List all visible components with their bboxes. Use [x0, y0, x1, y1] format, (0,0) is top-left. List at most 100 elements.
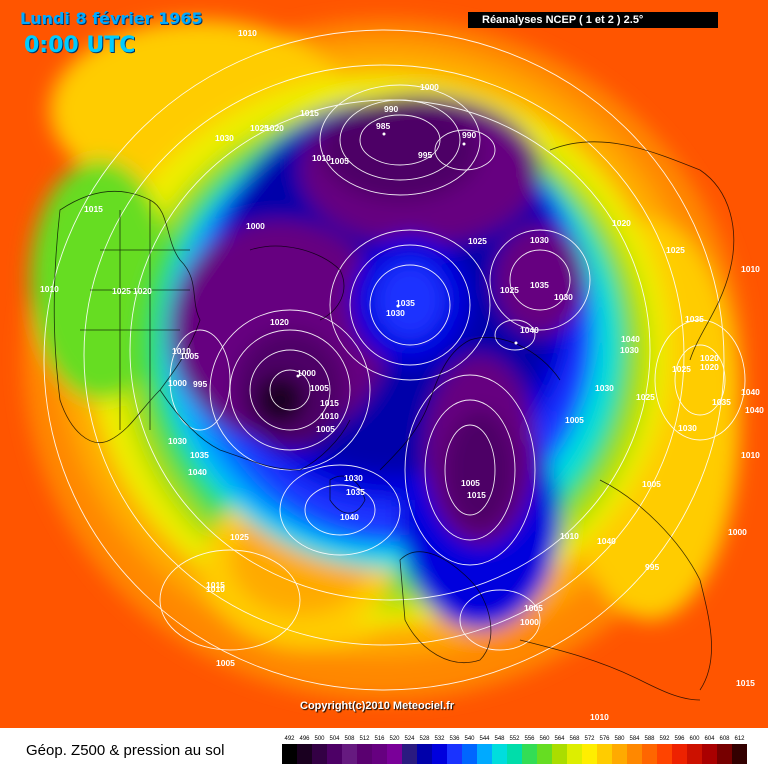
scale-color-swatch — [447, 744, 462, 764]
weather-map: 1010101510301025102099098510009909951015… — [0, 0, 768, 728]
scale-color-swatch — [612, 744, 627, 764]
pressure-label: 1035 — [396, 298, 415, 308]
scale-color-swatch — [312, 744, 327, 764]
pressure-label: 1030 — [215, 133, 234, 143]
pressure-label: 1030 — [344, 473, 363, 483]
pressure-label: 1005 — [180, 351, 199, 361]
pressure-label: 1005 — [216, 658, 235, 668]
scale-value-label: 492 — [284, 736, 295, 742]
pressure-label: 1040 — [745, 405, 764, 415]
scale-value-label: 576 — [599, 736, 610, 742]
scale-value-label: 544 — [479, 736, 490, 742]
pressure-label: 1015 — [320, 398, 339, 408]
pressure-label: 1030 — [168, 436, 187, 446]
pressure-label: 1040 — [621, 334, 640, 344]
pressure-label: 995 — [645, 562, 659, 572]
scale-color-swatch — [567, 744, 582, 764]
pressure-label: 1030 — [678, 423, 697, 433]
data-source-label: Réanalyses NCEP ( 1 et 2 ) 2.5° — [468, 12, 718, 28]
scale-color-swatch — [522, 744, 537, 764]
scale-color-swatch — [537, 744, 552, 764]
pressure-label: 1015 — [467, 490, 486, 500]
pressure-label: 1010 — [172, 346, 191, 356]
pressure-label: 1020 — [133, 286, 152, 296]
scale-value-label: 608 — [719, 736, 730, 742]
scale-color-swatch — [552, 744, 567, 764]
scale-color-swatch — [372, 744, 387, 764]
scale-value-label: 548 — [494, 736, 505, 742]
scale-value-label: 524 — [404, 736, 415, 742]
scale-color-swatch — [672, 744, 687, 764]
scale-value-label: 560 — [539, 736, 550, 742]
scale-value-label: 516 — [374, 736, 385, 742]
scale-value-label: 596 — [674, 736, 685, 742]
scale-color-swatch — [417, 744, 432, 764]
scale-value-label: 612 — [734, 736, 745, 742]
pressure-label: 1035 — [530, 280, 549, 290]
pressure-label: 1025 — [250, 123, 269, 133]
pressure-label: 1000 — [728, 527, 747, 537]
scale-color-swatch — [282, 744, 297, 764]
scale-color-swatch — [327, 744, 342, 764]
pressure-label: 1020 — [612, 218, 631, 228]
scale-color-swatch — [507, 744, 522, 764]
scale-value-label: 580 — [614, 736, 625, 742]
pressure-label: 1000 — [297, 368, 316, 378]
pressure-label: 990 — [462, 130, 476, 140]
scale-value-label: 604 — [704, 736, 715, 742]
scale-color-swatch — [477, 744, 492, 764]
scale-value-label: 588 — [644, 736, 655, 742]
scale-color-swatch — [687, 744, 702, 764]
pressure-label: 1030 — [386, 308, 405, 318]
pressure-label: 1040 — [741, 387, 760, 397]
copyright-label: Copyright(c)2010 Meteociel.fr — [300, 700, 455, 712]
scale-value-label: 504 — [329, 736, 340, 742]
pressure-label: 1025 — [672, 364, 691, 374]
scale-color-swatch — [657, 744, 672, 764]
pressure-label: 1025 — [230, 532, 249, 542]
scale-value-label: 500 — [314, 736, 325, 742]
scale-value-label: 508 — [344, 736, 355, 742]
pressure-label: 1010 — [560, 531, 579, 541]
pressure-label: 1000 — [246, 221, 265, 231]
pressure-label: 1035 — [346, 487, 365, 497]
pressure-label: 1030 — [530, 235, 549, 245]
pressure-label: 1040 — [597, 536, 616, 546]
scale-value-label: 496 — [299, 736, 310, 742]
scale-color-swatch — [492, 744, 507, 764]
pressure-label: 985 — [376, 121, 390, 131]
scale-value-label: 584 — [629, 736, 640, 742]
scale-value-label: 528 — [419, 736, 430, 742]
pressure-label: 1000 — [420, 82, 439, 92]
scale-value-label: 572 — [584, 736, 595, 742]
pressure-label: 1025 — [500, 285, 519, 295]
pressure-label: 1005 — [642, 479, 661, 489]
pressure-label: 1025 — [666, 245, 685, 255]
scale-color-swatch — [702, 744, 717, 764]
scale-color-swatch — [642, 744, 657, 764]
pressure-label: 1040 — [340, 512, 359, 522]
pressure-label: 1040 — [520, 325, 539, 335]
scale-value-label: 564 — [554, 736, 565, 742]
pressure-label: 1010 — [40, 284, 59, 294]
pressure-label: 1010 — [312, 153, 331, 163]
pressure-label: 1020 — [270, 317, 289, 327]
scale-color-swatch — [732, 744, 747, 764]
scale-color-swatch — [597, 744, 612, 764]
pressure-label: 1005 — [461, 478, 480, 488]
pressure-label: 990 — [384, 104, 398, 114]
scale-color-swatch — [582, 744, 597, 764]
pressure-label: 1020 — [700, 362, 719, 372]
pressure-label: 1025 — [112, 286, 131, 296]
pressure-label: 1035 — [685, 314, 704, 324]
scale-color-swatch — [432, 744, 447, 764]
pressure-label: 1025 — [468, 236, 487, 246]
scale-color-swatch — [357, 744, 372, 764]
pressure-label: 1015 — [206, 580, 225, 590]
pressure-label: 1010 — [590, 712, 609, 722]
pressure-label: 1010 — [238, 28, 257, 38]
pressure-label: 1030 — [595, 383, 614, 393]
pressure-label: 1025 — [636, 392, 655, 402]
scale-color-swatch — [627, 744, 642, 764]
pressure-label: 1005 — [310, 383, 329, 393]
